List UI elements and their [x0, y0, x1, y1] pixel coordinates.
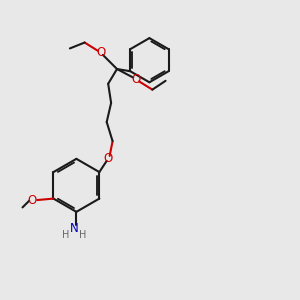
Text: H: H	[79, 230, 86, 239]
Text: O: O	[96, 46, 105, 59]
Text: H: H	[62, 230, 70, 239]
Text: O: O	[131, 73, 141, 86]
Text: O: O	[103, 152, 113, 165]
Text: O: O	[27, 194, 37, 207]
Text: N: N	[70, 222, 78, 235]
